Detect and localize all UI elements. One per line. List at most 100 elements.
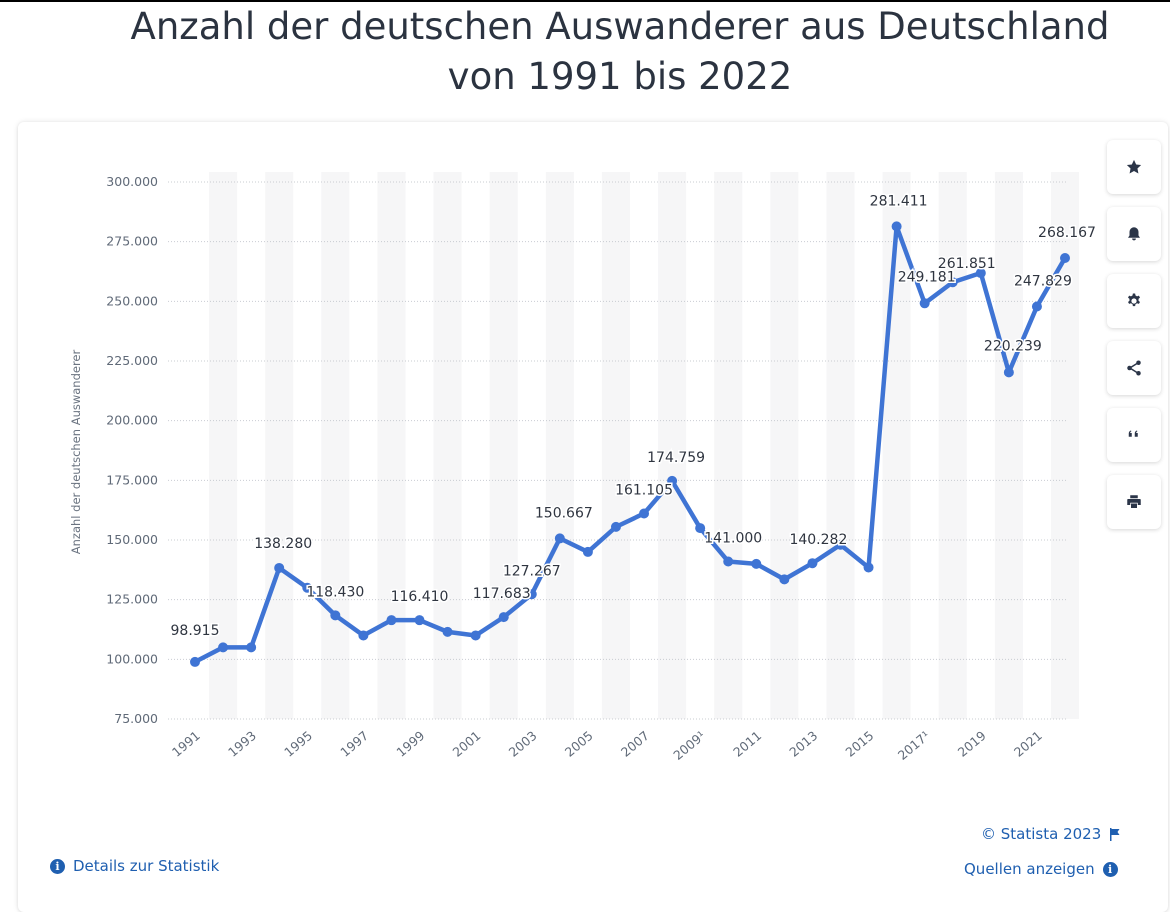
copyright-text: © Statista 2023 [981,825,1102,843]
details-text: Details zur Statistik [73,857,220,875]
data-label: 116.410 [391,589,449,605]
y-tick-label: 175.000 [106,472,158,487]
printer-icon [1127,495,1141,508]
x-tick-label: 2007 [618,728,652,760]
x-tick-label: 1993 [225,728,259,760]
background-band [489,172,518,719]
data-label: 261.851 [938,256,996,272]
data-label: 161.105 [615,482,673,498]
data-label: 174.759 [647,450,705,466]
data-label: 140.282 [789,532,847,548]
data-label: 268.167 [1038,225,1096,241]
y-tick-label: 125.000 [106,592,158,607]
data-label: 117.683 [473,586,531,602]
y-tick-label: 100.000 [106,651,158,666]
gear-icon [1128,293,1140,307]
settings-button[interactable] [1107,274,1161,328]
data-point [526,589,537,600]
flag-icon [1110,827,1120,841]
x-tick-label: 1999 [393,728,427,760]
y-tick-label: 150.000 [106,532,158,547]
data-point [947,277,958,288]
x-tick-label: 1997 [337,728,371,760]
background-band [321,172,350,719]
y-tick-label: 275.000 [106,234,158,249]
data-point [667,475,678,486]
background-band [265,172,294,719]
y-tick-label: 300.000 [106,174,158,189]
series-line [192,224,1068,665]
data-point [470,630,481,641]
data-point [919,298,930,309]
data-label: 150.667 [535,505,593,521]
y-axis-label: Anzahl der deutschen Auswanderer [69,349,83,554]
background-band [882,172,911,719]
data-label: 98.915 [171,623,220,639]
data-point [807,558,818,569]
data-label: 141.000 [704,530,762,546]
background-band [377,172,406,719]
top-border [0,0,1170,2]
background-band [1050,172,1080,719]
chart-card: 300.000 275.000 250.000 225.000 200.000 175.0… [18,122,1168,912]
share-button[interactable] [1107,341,1161,395]
data-label: 281.411 [870,193,928,209]
star-icon [1126,159,1142,174]
page-title: Anzahl der deutschen Auswanderer aus Deu… [0,2,1170,102]
quote-icon [1128,430,1138,437]
details-link[interactable]: i Details zur Statistik [50,857,219,875]
cite-button[interactable] [1107,408,1161,462]
data-label: 247.829 [1014,274,1072,290]
data-point [302,582,313,593]
data-point [1031,301,1042,312]
data-point [582,546,593,557]
bell-icon [1128,227,1140,241]
background-band [938,172,967,719]
x-tick-label: 2001 [450,728,484,760]
background-band [714,172,743,719]
y-tick-label: 75.000 [114,711,158,726]
background-band [770,172,799,719]
data-point [639,508,650,519]
print-button[interactable] [1107,475,1161,529]
data-point [723,556,734,567]
share-icon [1127,360,1141,376]
y-tick-label: 225.000 [106,353,158,368]
data-point [554,533,565,544]
info-icon: i [1102,861,1118,877]
data-label: 249.181 [898,269,956,285]
data-point [358,630,369,641]
x-tick-label: 2017¹ [895,728,933,763]
notification-button[interactable] [1107,207,1161,261]
data-point [975,268,986,279]
x-tick-label: 2015 [842,728,876,760]
line-chart: 300.000 275.000 250.000 225.000 200.000 175.0… [69,172,1097,763]
x-tick-label: 2021 [1011,728,1045,760]
x-tick-label: 2013 [786,728,820,760]
background-band [826,172,855,719]
background-band [209,172,238,719]
info-icon: i [50,858,65,874]
x-tick-label: 2005 [562,728,596,760]
data-point [414,615,425,626]
data-label: 138.280 [254,536,312,552]
data-point [218,642,229,653]
data-point [330,610,341,621]
x-tick-label: 2019 [955,728,989,760]
background-band [994,172,1023,719]
x-tick-label: 2003 [506,728,540,760]
data-point [1003,367,1014,378]
y-tick-label: 200.000 [106,413,158,428]
favorite-button[interactable] [1107,140,1161,194]
data-point [1060,252,1070,263]
sources-link[interactable]: Quellen anzeigen i [964,860,1118,878]
data-point [498,612,509,623]
data-point [190,656,200,667]
copyright-link[interactable]: © Statista 2023 [981,825,1121,843]
x-tick-label: 1991 [169,728,203,760]
data-point [246,642,257,653]
background-band [658,172,687,719]
data-point [835,539,846,550]
sources-text: Quellen anzeigen [964,860,1095,878]
data-label: 220.239 [984,338,1042,354]
